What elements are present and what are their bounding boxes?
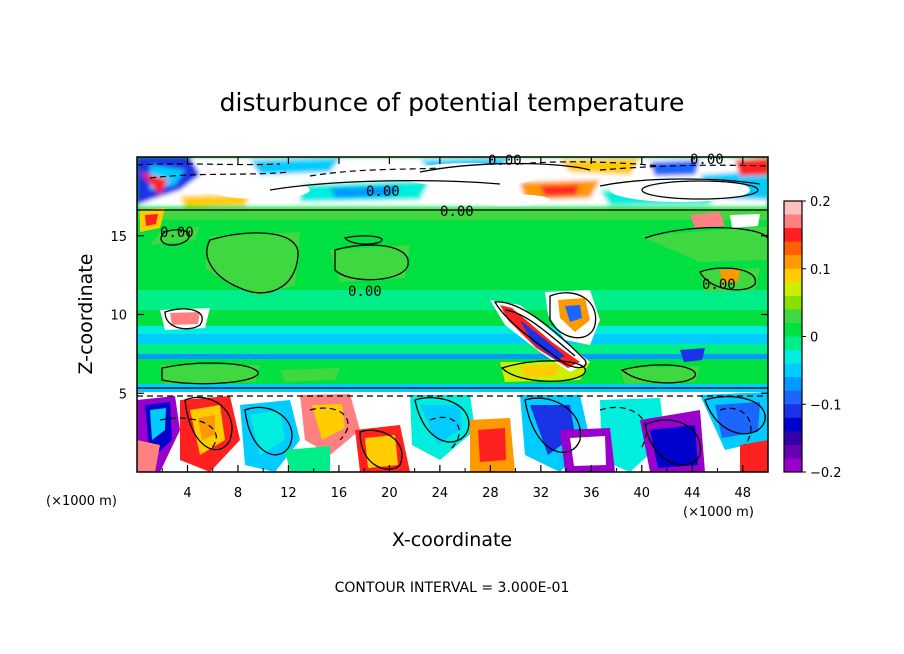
contour-line-top-2 (419, 162, 591, 173)
x-tick-label: 24 (432, 486, 449, 501)
colorbar-segment (784, 458, 802, 473)
colorbar-segment (784, 295, 802, 310)
colorbar-segment (784, 322, 802, 337)
colorbar-segment (784, 377, 802, 392)
colorbar-segment (784, 350, 802, 365)
x-tick-label: 20 (381, 486, 398, 501)
contour-label: 0.00 (366, 184, 400, 200)
x-tick-label: 48 (734, 486, 751, 501)
plot-area (137, 157, 768, 472)
contour-line-2 (206, 232, 299, 294)
colorbar-segment (784, 390, 802, 405)
x-tick-label: 40 (634, 486, 651, 501)
contour-line-bottom-5 (524, 397, 581, 453)
contour-label: 0.00 (690, 152, 724, 168)
colorbar-tick-label: 0 (810, 331, 818, 346)
colorbar-segment (784, 309, 802, 324)
contour-label: 0.00 (702, 277, 736, 293)
mid-features (140, 208, 768, 384)
colorbar-segment (784, 444, 802, 459)
colorbar-segment (784, 431, 802, 446)
contour-label: 0.00 (348, 284, 382, 300)
contour-line-bottom-7 (704, 395, 766, 435)
x-tick-label: 44 (684, 486, 701, 501)
x-tick-label: 16 (331, 486, 348, 501)
colorbar-segment (784, 404, 802, 419)
band-cyan-2 (137, 334, 768, 344)
contour-label: 0.00 (440, 204, 474, 220)
colorbar-segment (784, 214, 802, 229)
y-axis: 5 10 15 (110, 230, 768, 402)
colorbar (784, 201, 802, 473)
colorbar-segment (784, 255, 802, 270)
y-tick-label: 15 (110, 230, 127, 245)
x-tick-label: 8 (234, 486, 242, 501)
y-tick-label: 10 (110, 309, 127, 324)
contour-labels: 0.00 0.00 0.00 0.00 0.00 0.00 0.00 (160, 152, 736, 300)
colorbar-segment (784, 201, 802, 216)
contour-line-left-blob (164, 308, 203, 330)
contour-line-3 (334, 244, 409, 281)
colorbar-ticks: 0.2 0.1 0 −0.1 −0.2 (802, 195, 842, 481)
contour-line-bottom-1 (184, 396, 233, 451)
colorbar-segment (784, 363, 802, 378)
contour-line-bottom-3 (359, 429, 403, 470)
x-axis-title: X-coordinate (392, 529, 512, 551)
colorbar-segment (784, 417, 802, 432)
contour-line-plume-top (549, 292, 597, 339)
colorbar-segment (784, 336, 802, 351)
x-tick-label: 4 (183, 486, 191, 501)
colorbar-segment (784, 282, 802, 297)
contour-line-7 (161, 362, 259, 385)
x-tick-label: 36 (583, 486, 600, 501)
contour-line-top-3 (599, 178, 761, 187)
contour-line-1 (160, 229, 190, 246)
contour-lines (137, 162, 768, 470)
colorbar-tick-label: −0.2 (810, 466, 842, 481)
chart-title: disturbunce of potential temperature (220, 88, 685, 117)
band-teal-1 (137, 290, 768, 310)
x-unit-label-right: (×1000 m) (683, 505, 754, 520)
x-tick-label: 32 (533, 486, 550, 501)
colorbar-segment (784, 228, 802, 243)
contour-line-plume (493, 301, 587, 369)
x-tick-label: 28 (482, 486, 499, 501)
band-cyan-1 (137, 326, 768, 334)
y-axis-title: Z-coordinate (75, 254, 97, 375)
contour-line-top-4 (641, 180, 759, 200)
colorbar-tick-label: 0.1 (810, 263, 831, 278)
colorbar-segment (784, 268, 802, 283)
contour-interval-note: CONTOUR INTERVAL = 3.000E-01 (335, 580, 570, 596)
contour-lines-negative (137, 161, 768, 451)
contour-line-6 (699, 267, 756, 291)
band-upper-green (137, 208, 768, 220)
contour-line-bottom-2 (244, 406, 293, 456)
y-tick-label: 5 (119, 387, 127, 402)
contour-line-top-1 (269, 179, 501, 191)
contour-label: 0.00 (488, 153, 522, 169)
band-blue-stripe (137, 354, 768, 359)
contour-line-8 (500, 360, 586, 382)
contour-line-9 (620, 364, 696, 384)
contour-line-4 (343, 235, 383, 245)
contour-line-plume-inner (504, 309, 576, 357)
colorbar-tick-label: −0.1 (810, 398, 842, 413)
colorbar-tick-label: 0.2 (810, 195, 831, 210)
x-unit-label: (×1000 m) (46, 494, 117, 509)
colorbar-segment (784, 241, 802, 256)
x-axis: 4 8 12 16 20 24 28 32 36 40 44 48 (161, 157, 751, 501)
x-tick-label: 12 (280, 486, 297, 501)
contour-label: 0.00 (160, 225, 194, 241)
contour-line-bottom-4 (414, 396, 470, 443)
contour-line-bottom-6 (644, 419, 701, 466)
